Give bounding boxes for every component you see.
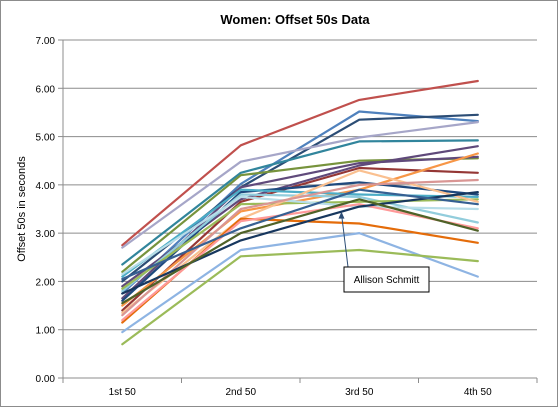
y-tick-label: 1.00 (36, 326, 56, 337)
x-tick-label: 1st 50 (109, 387, 137, 398)
series-line-5 (121, 139, 479, 266)
annotation: Allison Schmitt (338, 211, 430, 293)
series-line-1 (121, 79, 479, 247)
series-line-9 (121, 166, 479, 312)
chart-title: Women: Offset 50s Data (220, 12, 370, 27)
series-line-14 (121, 198, 479, 290)
y-tick-label: 5.00 (36, 133, 56, 144)
y-tick-label: 6.00 (36, 84, 56, 95)
y-tick-label: 3.00 (36, 229, 56, 240)
annotation-label: Allison Schmitt (354, 275, 420, 286)
y-tick-label: 7.00 (36, 36, 56, 47)
x-tick-label: 3rd 50 (345, 387, 374, 398)
series-line-22 (121, 248, 479, 346)
series-lines (121, 79, 479, 346)
y-axis-label: Offset 50s in seconds (16, 156, 28, 262)
annotation-pointer (340, 213, 349, 268)
series-line-24 (121, 188, 479, 281)
series-line-15 (121, 195, 479, 276)
series-line-12 (121, 188, 479, 278)
x-tick-label: 4th 50 (464, 387, 492, 398)
series-line-18 (121, 203, 479, 322)
series-line-4 (121, 120, 479, 249)
y-tick-label: 4.00 (36, 181, 56, 192)
annotation-arrowhead (338, 211, 345, 219)
y-tick-label: 2.00 (36, 277, 56, 288)
series-line-19 (121, 178, 479, 317)
series-line-23 (121, 198, 479, 305)
x-tick-label: 2nd 50 (225, 387, 256, 398)
axes: 0.00 1.00 2.00 3.00 4.00 5.00 6.00 7.00 1st 50 2n… (36, 36, 538, 398)
series-line-10 (121, 152, 479, 307)
y-tick-label: 0.00 (36, 374, 56, 385)
annotation-box (343, 266, 430, 293)
